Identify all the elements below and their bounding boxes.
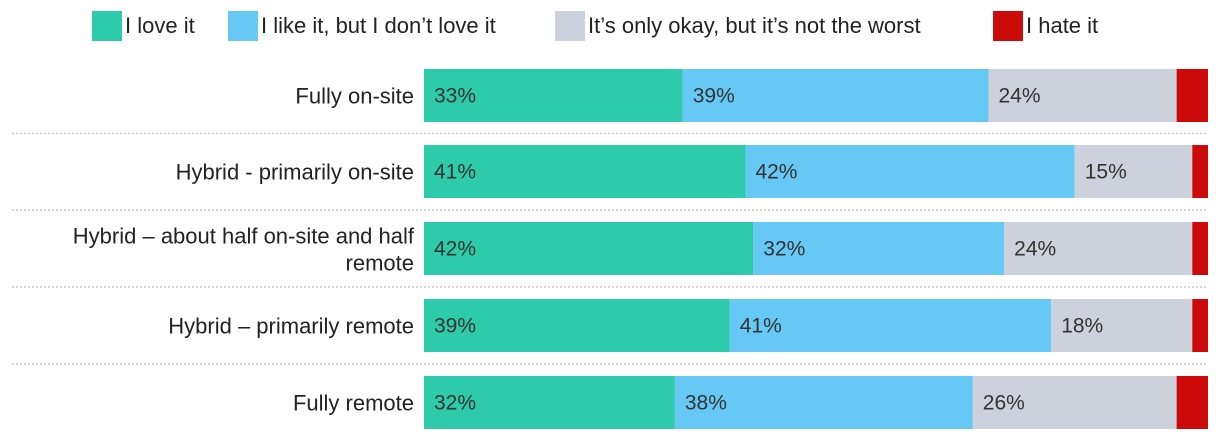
chart-legend: I love it I like it, but I don’t love it I… [0, 0, 1220, 52]
bar-segment [1176, 376, 1208, 429]
data-label: 39% [693, 85, 735, 108]
legend-label: I hate it [1026, 13, 1099, 38]
data-label: 24% [1014, 238, 1056, 261]
bar-segment [745, 145, 1075, 198]
legend-label: I love it [125, 13, 195, 38]
data-label: 41% [740, 315, 782, 338]
legend-swatch [555, 11, 585, 41]
bar-segment [1004, 222, 1193, 275]
category-label: Fully remote [293, 391, 414, 416]
bar-segment [424, 145, 746, 198]
bar-segment [972, 376, 1177, 429]
data-label: 33% [434, 85, 476, 108]
legend-item: It’s only okay, but it’s not the worst [555, 11, 921, 41]
data-label: 42% [755, 161, 797, 184]
data-label: 42% [434, 238, 476, 261]
data-label: 24% [998, 85, 1040, 108]
data-label: 32% [763, 238, 805, 261]
bar-segment [424, 69, 683, 122]
legend-item: I love it [92, 11, 195, 41]
bar-segment [1051, 299, 1193, 352]
data-label: 32% [434, 392, 476, 415]
bar-segment [424, 299, 730, 352]
bar-segment [729, 299, 1052, 352]
bar-segment [1192, 145, 1208, 198]
bar-segment [1192, 222, 1208, 275]
category-label: Fully on-site [295, 84, 414, 109]
bar-segment [1074, 145, 1193, 198]
bar-segment [1192, 299, 1208, 352]
bar-segment [682, 69, 989, 122]
bar-segment [424, 222, 754, 275]
legend-swatch [92, 11, 122, 41]
legend-swatch [993, 11, 1023, 41]
bar-segment [424, 376, 675, 429]
legend-label: I like it, but I don’t love it [261, 13, 496, 38]
legend-swatch [228, 11, 258, 41]
bar-segment [988, 69, 1177, 122]
data-label: 15% [1085, 161, 1127, 184]
bar-segment [1176, 69, 1208, 122]
data-label: 38% [685, 392, 727, 415]
data-label: 26% [983, 392, 1025, 415]
bar-segment [674, 376, 973, 429]
legend-label: It’s only okay, but it’s not the worst [588, 13, 921, 38]
data-label: 18% [1061, 315, 1103, 338]
bar-segment [753, 222, 1005, 275]
legend-item: I hate it [993, 11, 1098, 41]
data-label: 41% [434, 161, 476, 184]
data-label: 39% [434, 315, 476, 338]
legend-item: I like it, but I don’t love it [228, 11, 496, 41]
category-label: Hybrid - primarily on-site [176, 160, 414, 185]
category-label: Hybrid – primarily remote [168, 314, 414, 339]
category-label: Hybrid – about half on-site and half remo… [73, 224, 415, 276]
